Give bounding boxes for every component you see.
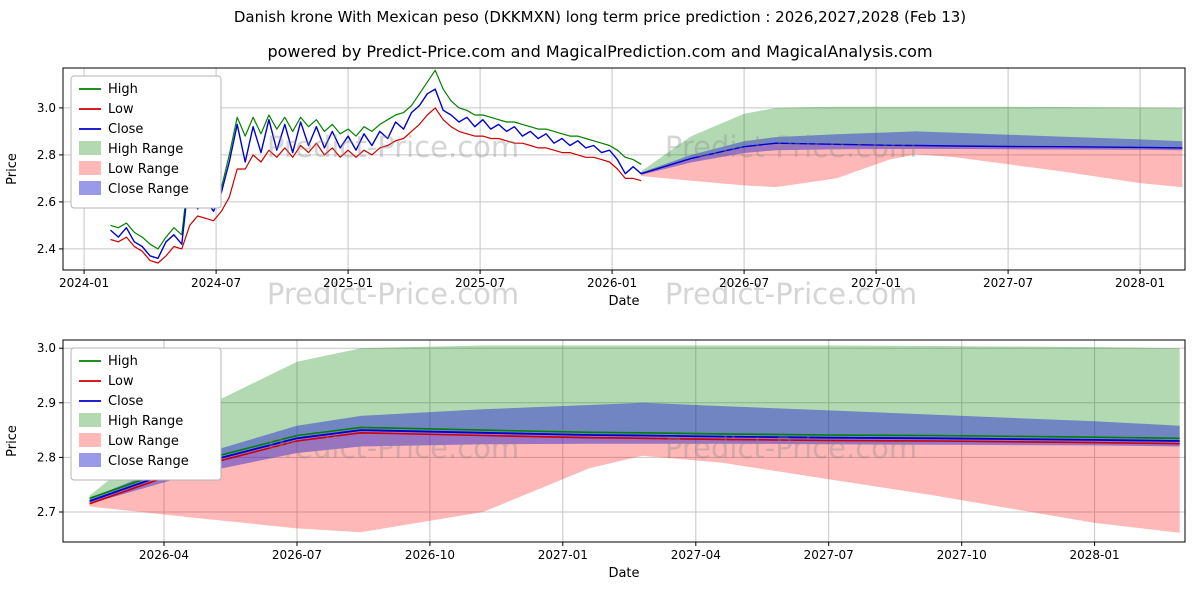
y-tick-label: 2.6 xyxy=(37,195,56,209)
legend-label: Close Range xyxy=(108,454,189,469)
watermark-text: Predict-Price.com xyxy=(665,431,917,465)
x-tick-label: 2026-07 xyxy=(272,548,322,562)
x-tick-label: 2026-07 xyxy=(719,276,769,290)
high-range-band xyxy=(641,106,1183,174)
legend: High Low Close High Range Low Range Close Ran… xyxy=(70,347,222,481)
legend-patch-swatch xyxy=(79,141,101,155)
legend: High Low Close High Range Low Range Close Ran… xyxy=(70,75,222,209)
y-tick-label: 2.8 xyxy=(37,148,56,162)
history-and-forecast-chart: Predict-Price.com Predict-Price.com Predic… xyxy=(5,67,1186,311)
legend-label: Low Range xyxy=(108,162,179,177)
x-tick-label: 2026-10 xyxy=(405,548,455,562)
legend-label: Low xyxy=(108,374,134,389)
plot-border xyxy=(62,67,1186,271)
y-tick-label: 2.8 xyxy=(37,450,56,464)
x-tick-label: 2027-07 xyxy=(804,548,854,562)
legend-patch-swatch xyxy=(79,453,101,467)
legend-patch-swatch xyxy=(79,433,101,447)
legend-box xyxy=(70,347,222,481)
x-tick-label: 2027-10 xyxy=(937,548,987,562)
legend-label: High Range xyxy=(108,414,183,429)
watermark-text: Predict-Price.com xyxy=(267,431,519,465)
legend-patch-swatch xyxy=(79,181,101,195)
x-tick-label: 2025-01 xyxy=(323,276,373,290)
legend-label: Close xyxy=(108,122,143,137)
legend-patch-swatch xyxy=(79,161,101,175)
x-tick-label: 2024-07 xyxy=(191,276,241,290)
high-range-band xyxy=(89,345,1180,502)
chart-title: Danish krone With Mexican peso (DKKMXN) … xyxy=(233,8,967,26)
y-axis-label: Price xyxy=(5,425,20,457)
x-tick-label: 2028-01 xyxy=(1115,276,1165,290)
x-tick-label: 2027-04 xyxy=(671,548,721,562)
low-forecast-line xyxy=(89,432,1180,505)
x-tick-label: 2026-04 xyxy=(139,548,189,562)
legend-label: High xyxy=(108,82,138,97)
low-range-band xyxy=(89,430,1180,533)
legend-label: High xyxy=(108,354,138,369)
chart-subtitle: powered by Predict-Price.com and Magical… xyxy=(267,42,933,61)
y-tick-label: 2.7 xyxy=(37,505,56,519)
x-tick-label: 2026-01 xyxy=(587,276,637,290)
x-tick-label: 2025-07 xyxy=(455,276,505,290)
high-forecast-line xyxy=(89,426,1180,500)
legend-label: Close xyxy=(108,394,143,409)
legend-label: Low xyxy=(108,102,134,117)
close-forecast-line xyxy=(89,429,1180,502)
y-tick-label: 2.9 xyxy=(37,396,56,410)
watermark-text: Predict-Price.com xyxy=(665,130,917,164)
y-tick-label: 3.0 xyxy=(37,101,56,115)
watermark-text: Predict-Price.com xyxy=(665,277,917,311)
legend-label: Close Range xyxy=(108,182,189,197)
low-line xyxy=(110,107,642,264)
x-tick-label: 2027-01 xyxy=(538,548,588,562)
low-range-band xyxy=(641,143,1183,188)
x-tick-label: 2027-07 xyxy=(983,276,1033,290)
y-tick-label: 3.0 xyxy=(37,341,56,355)
y-axis-label: Price xyxy=(5,153,20,185)
y-tick-label: 2.4 xyxy=(37,242,56,256)
plot-border xyxy=(62,339,1186,543)
legend-patch-swatch xyxy=(79,413,101,427)
x-tick-label: 2027-01 xyxy=(851,276,901,290)
forecast-zoom-chart: Predict-Price.com Predict-Price.com 2026-0… xyxy=(5,339,1186,581)
x-axis-label: Date xyxy=(608,294,639,309)
watermark-text: Predict-Price.com xyxy=(267,130,519,164)
plot-area xyxy=(63,68,1185,270)
close-range-band xyxy=(641,131,1183,175)
legend-label: High Range xyxy=(108,142,183,157)
close-line xyxy=(110,88,1183,260)
x-tick-label: 2024-01 xyxy=(59,276,109,290)
legend-box xyxy=(70,75,222,209)
x-tick-label: 2028-01 xyxy=(1070,548,1120,562)
watermark-text: Predict-Price.com xyxy=(267,277,519,311)
x-axis-label: Date xyxy=(608,566,639,581)
legend-label: Low Range xyxy=(108,434,179,449)
